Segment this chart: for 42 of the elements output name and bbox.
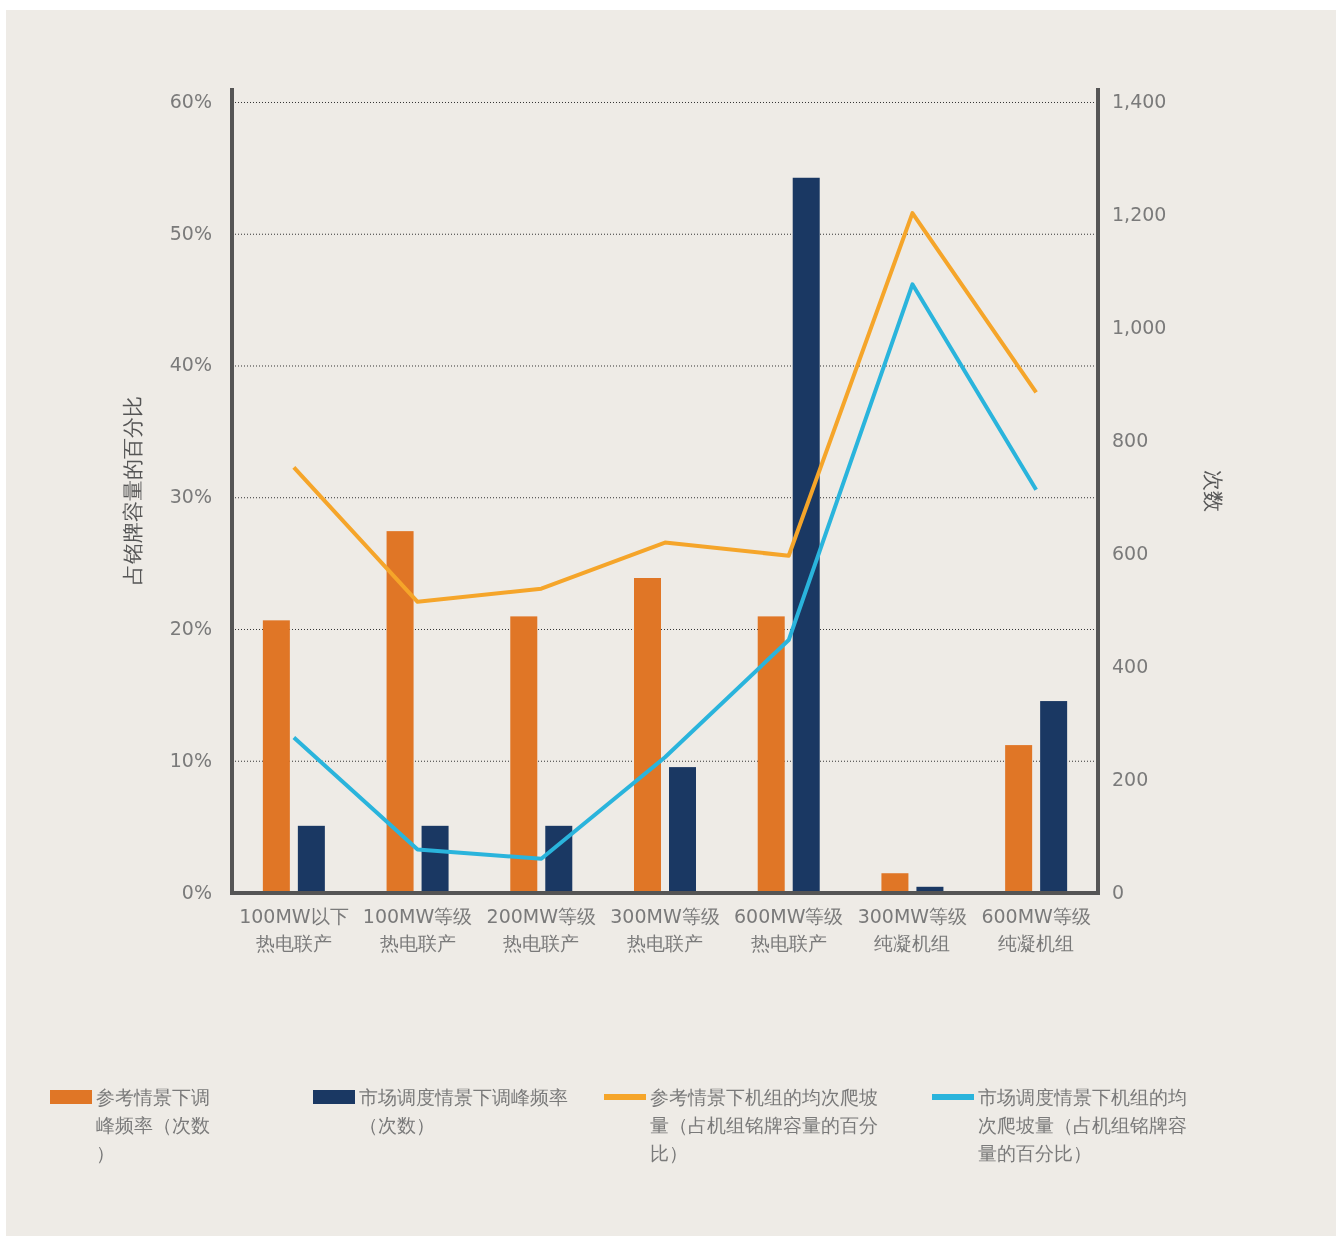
x-tick-label: 600MW等级热电联产 [733, 905, 844, 954]
y2-tick-label: 0 [1112, 880, 1125, 903]
bar [386, 531, 414, 893]
y2-tick-label: 600 [1112, 541, 1149, 564]
y2-tick-label: 400 [1112, 654, 1149, 677]
bar [757, 616, 785, 893]
x-tick-label: 300MW等级热电联产 [610, 905, 720, 954]
y2-tick-label: 1,400 [1112, 90, 1167, 113]
y-tick-label: 60% [169, 89, 212, 112]
y-tick-label: 50% [169, 221, 212, 244]
y-tick-label: 20% [169, 617, 212, 639]
x-tick-label: 300MW等级纯凝机组 [857, 905, 968, 954]
bar [669, 767, 696, 893]
bar [881, 873, 909, 893]
y-axis-title: 占铭牌容量的百分比 [121, 396, 145, 585]
bar [1040, 701, 1068, 893]
bar [297, 825, 325, 893]
x-tick-label: 100MW以下热电联产 [239, 905, 349, 954]
legend-label: 参考情景下机组的均次爬坡量（占机组铭牌容量的百分比） [650, 1086, 878, 1164]
bar [262, 620, 290, 893]
y2-tick-label: 200 [1112, 767, 1149, 790]
line-series [291, 211, 1039, 604]
y2-tick-label: 1,200 [1112, 203, 1167, 226]
y-tick-label: 30% [169, 485, 212, 508]
y-tick-label: 0% [181, 880, 212, 903]
x-tick-label: 200MW等级热电联产 [486, 905, 597, 954]
bar [421, 825, 449, 893]
y-tick-label: 10% [169, 748, 212, 771]
legend-label: 市场调度情景下调峰频率（次数） [359, 1086, 568, 1136]
legend-label: 市场调度情景下机组的均次爬坡量（占机组铭牌容量的百分比） [978, 1086, 1187, 1164]
bar [634, 578, 661, 893]
x-tick-label: 100MW等级热电联产 [362, 905, 473, 954]
y2-tick-label: 1,000 [1112, 315, 1167, 338]
legend-label: 参考情景下调峰频率（次数） [96, 1086, 210, 1164]
bar [510, 616, 538, 893]
y-tick-label: 40% [169, 353, 212, 376]
bar [1005, 745, 1033, 893]
x-tick-label: 600MW等级纯凝机组 [981, 905, 1091, 954]
bar [792, 177, 820, 893]
line-series [291, 282, 1039, 861]
y2-axis-title: 次数 [1201, 469, 1225, 512]
y2-tick-label: 800 [1112, 428, 1149, 451]
